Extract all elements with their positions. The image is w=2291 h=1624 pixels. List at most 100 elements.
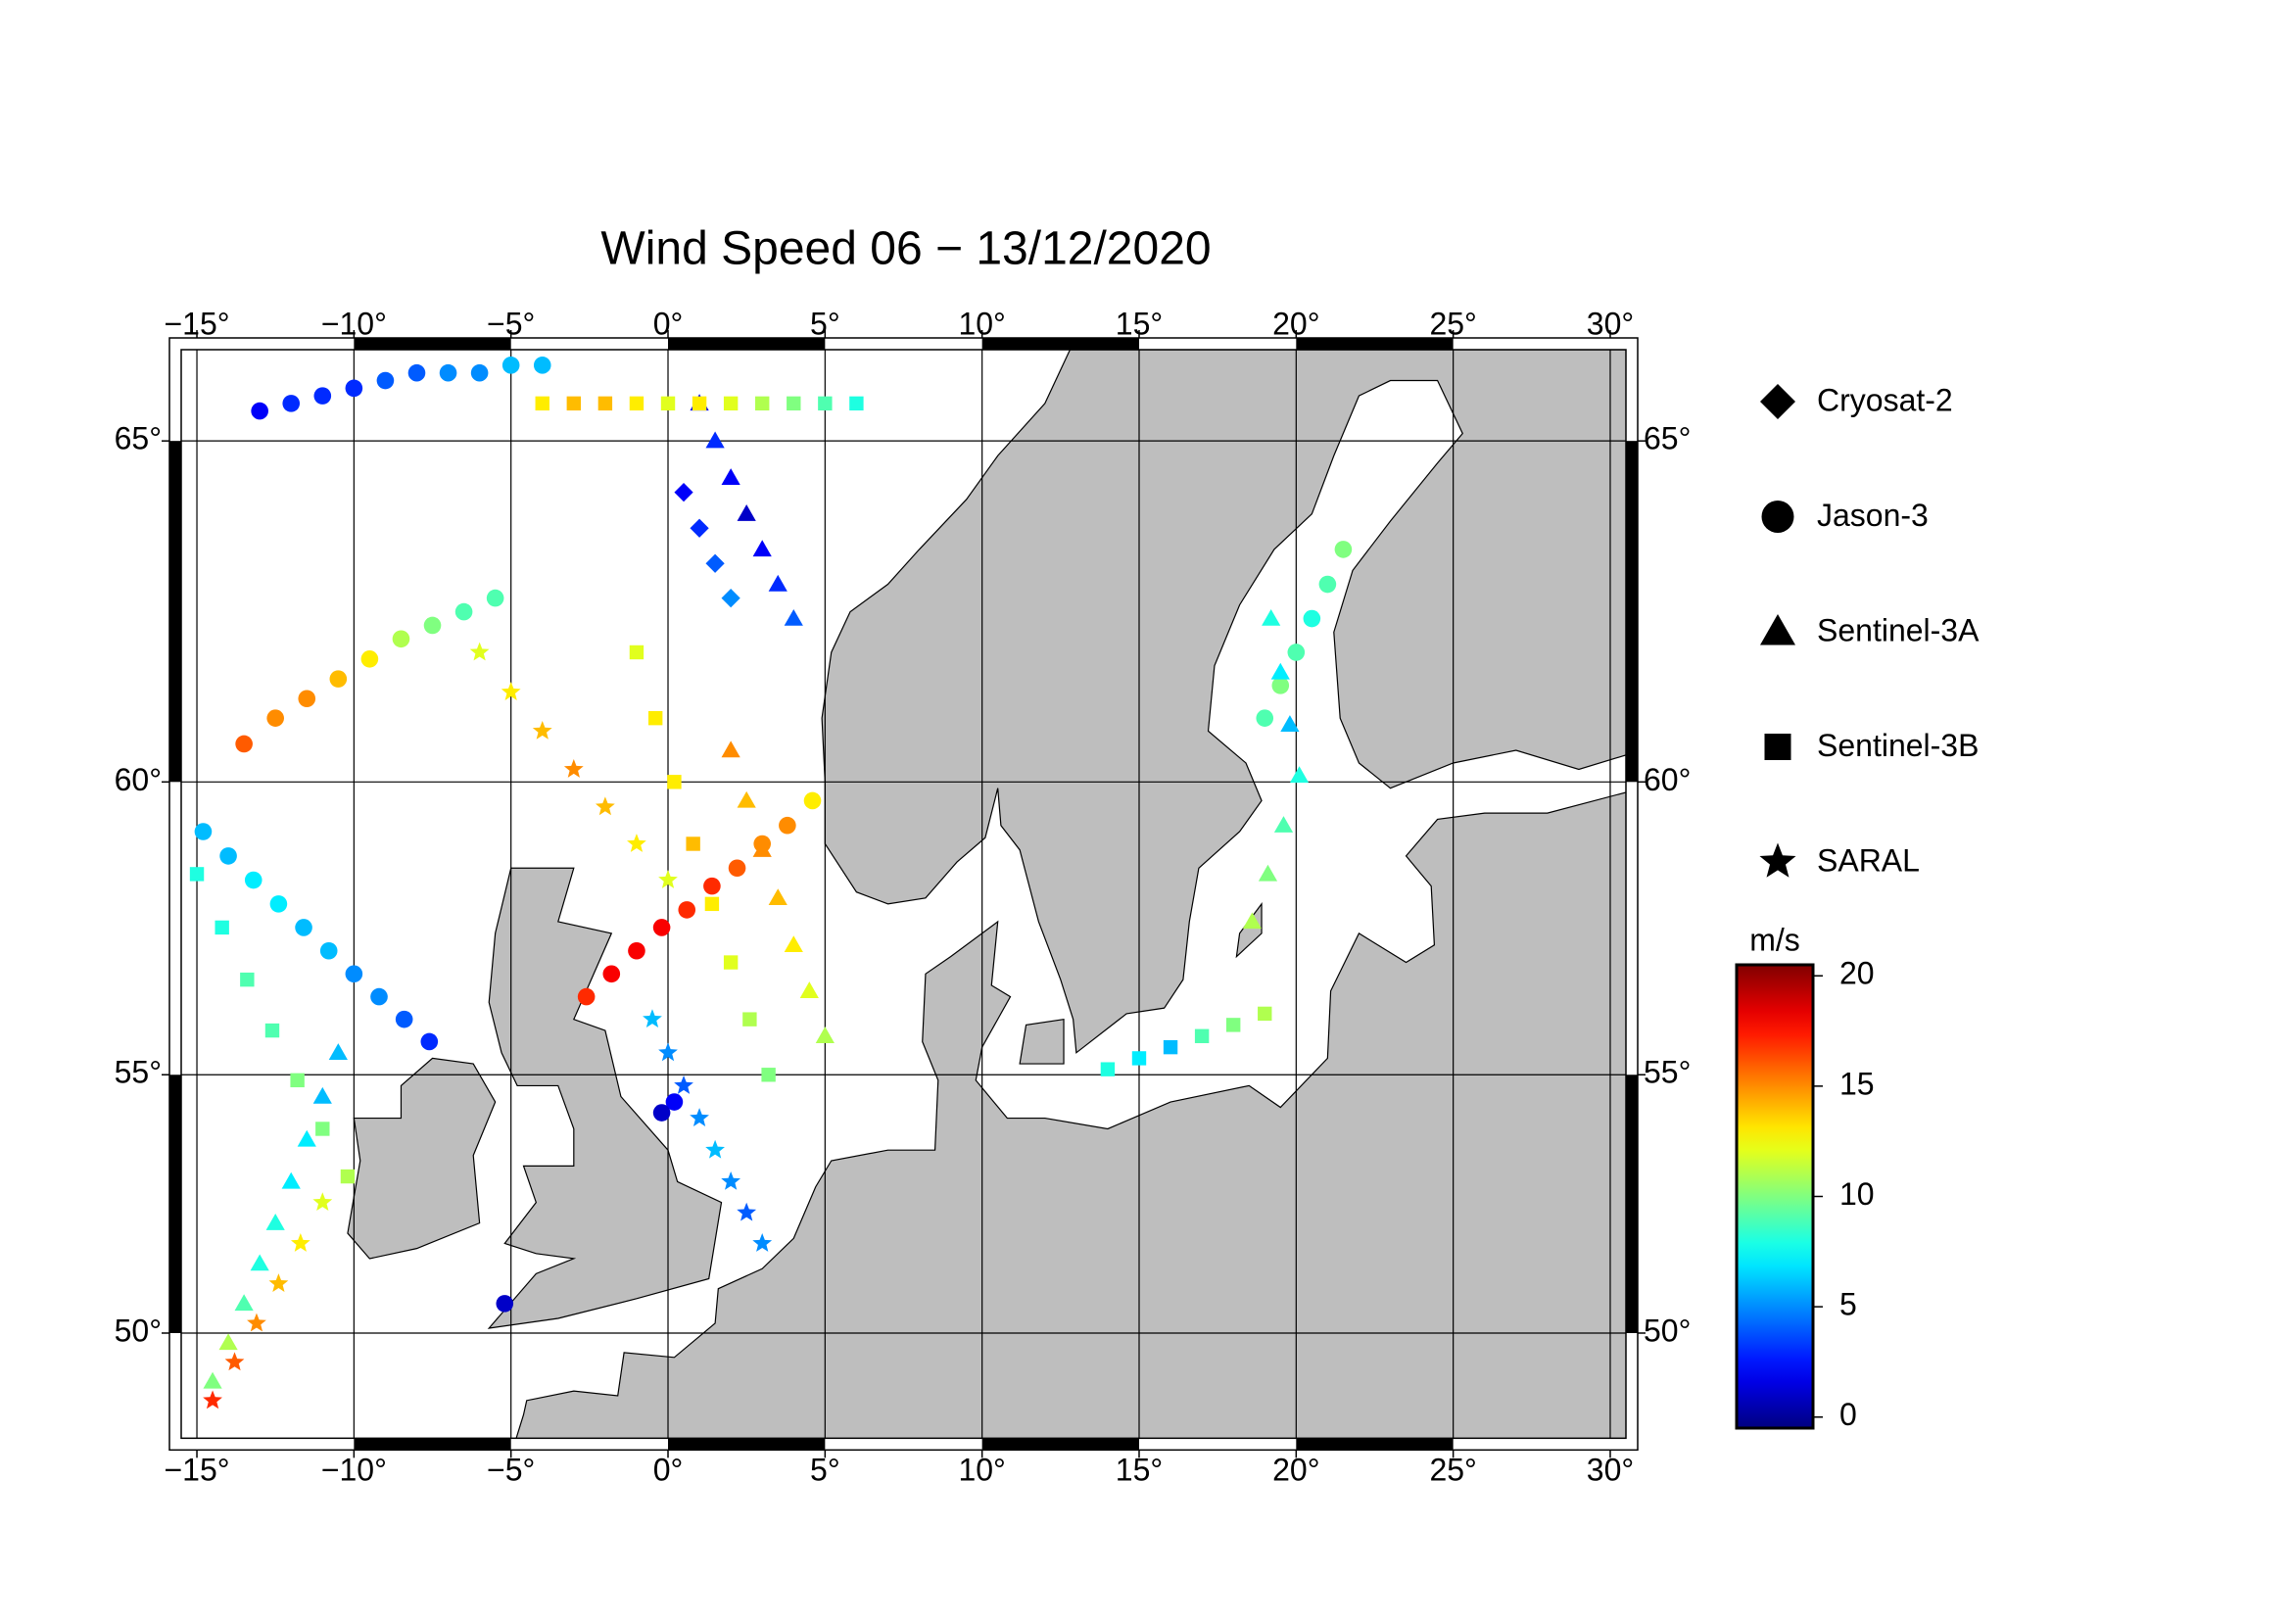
colorbar-label: m/s (1749, 922, 1800, 957)
marker (815, 1027, 835, 1043)
marker (313, 387, 332, 405)
marker (1131, 1051, 1147, 1066)
marker (203, 1390, 222, 1409)
marker (282, 395, 301, 412)
marker (265, 1214, 285, 1230)
frame-band (981, 1438, 1139, 1451)
y-tick-label: 55° (1644, 1055, 1691, 1090)
marker (1271, 677, 1290, 694)
marker (312, 1086, 332, 1104)
y-tick-label: 50° (115, 1313, 162, 1348)
marker (251, 402, 268, 420)
marker (667, 775, 682, 789)
y-tick-label: 60° (115, 762, 162, 797)
marker (1287, 644, 1306, 661)
marker (692, 396, 707, 411)
marker (799, 981, 819, 998)
marker (686, 836, 700, 851)
marker (755, 396, 770, 411)
marker (244, 871, 263, 889)
marker (1289, 766, 1310, 784)
legend-label: Cryosat-2 (1817, 382, 1953, 417)
marker (721, 468, 740, 485)
marker (234, 1294, 254, 1312)
marker (340, 1169, 356, 1184)
marker (1258, 1006, 1272, 1022)
land (1019, 1018, 1065, 1065)
marker (674, 482, 693, 502)
y-tick-label: 60° (1644, 762, 1691, 797)
marker (469, 642, 490, 661)
marker (658, 1042, 678, 1062)
marker (1303, 609, 1321, 628)
frame-band (354, 338, 511, 350)
marker (1273, 816, 1294, 833)
x-tick-label: 15° (1116, 306, 1163, 341)
marker (376, 371, 395, 390)
legend-label: Sentinel-3B (1817, 728, 1979, 763)
colorbar-tick-label: 5 (1839, 1287, 1857, 1322)
marker (501, 357, 520, 374)
marker (705, 431, 725, 449)
marker (423, 616, 442, 635)
frame-band (169, 441, 181, 783)
colorbar-tick-label: 15 (1839, 1066, 1875, 1101)
marker (787, 396, 801, 411)
marker (319, 941, 338, 960)
marker (240, 972, 255, 987)
map-frame (180, 349, 1627, 1440)
y-tick-label: 65° (1644, 421, 1691, 456)
legend-marker (1764, 734, 1791, 760)
chart-title: Wind Speed 06 − 13/12/2020 (600, 223, 1211, 275)
marker (345, 965, 363, 983)
marker (737, 1202, 757, 1221)
marker (194, 823, 213, 840)
marker (690, 518, 709, 538)
marker (295, 919, 312, 936)
marker (658, 870, 678, 888)
marker (784, 608, 803, 626)
land (1235, 902, 1263, 959)
marker (704, 896, 720, 912)
frame-band (1296, 1438, 1454, 1451)
marker (723, 955, 739, 970)
marker (1194, 1028, 1210, 1043)
frame-band (668, 1438, 826, 1451)
legend-label: Sentinel-3A (1817, 612, 1980, 647)
marker (1262, 608, 1281, 626)
marker (329, 670, 348, 688)
x-tick-label: 25° (1429, 1452, 1476, 1487)
x-tick-label: −10° (321, 306, 387, 341)
x-tick-label: 10° (958, 1452, 1005, 1487)
x-tick-label: 5° (810, 306, 840, 341)
marker (189, 867, 205, 882)
x-tick-label: 0° (653, 306, 684, 341)
marker (728, 859, 746, 878)
marker (721, 589, 740, 608)
y-tick-label: 55° (115, 1055, 162, 1090)
land (821, 350, 1626, 1054)
marker (784, 935, 803, 953)
x-tick-label: 25° (1429, 306, 1476, 341)
x-tick-label: −10° (321, 1452, 387, 1487)
colorbar-tick-label: 0 (1839, 1397, 1857, 1432)
marker (665, 1093, 684, 1111)
marker (535, 396, 549, 411)
marker (705, 553, 725, 573)
x-tick-label: 30° (1587, 1452, 1634, 1487)
marker (312, 1192, 333, 1212)
marker (652, 1104, 671, 1122)
y-tick-label: 50° (1644, 1313, 1691, 1348)
marker (1256, 709, 1274, 727)
marker (454, 602, 473, 621)
marker (752, 840, 772, 857)
marker (290, 1073, 305, 1088)
marker (395, 1010, 413, 1028)
y-tick-label: 65° (115, 421, 162, 456)
marker (818, 396, 833, 411)
marker (224, 1352, 245, 1371)
frame-band (169, 1075, 181, 1333)
x-tick-label: 5° (810, 1452, 840, 1487)
marker (215, 920, 229, 935)
